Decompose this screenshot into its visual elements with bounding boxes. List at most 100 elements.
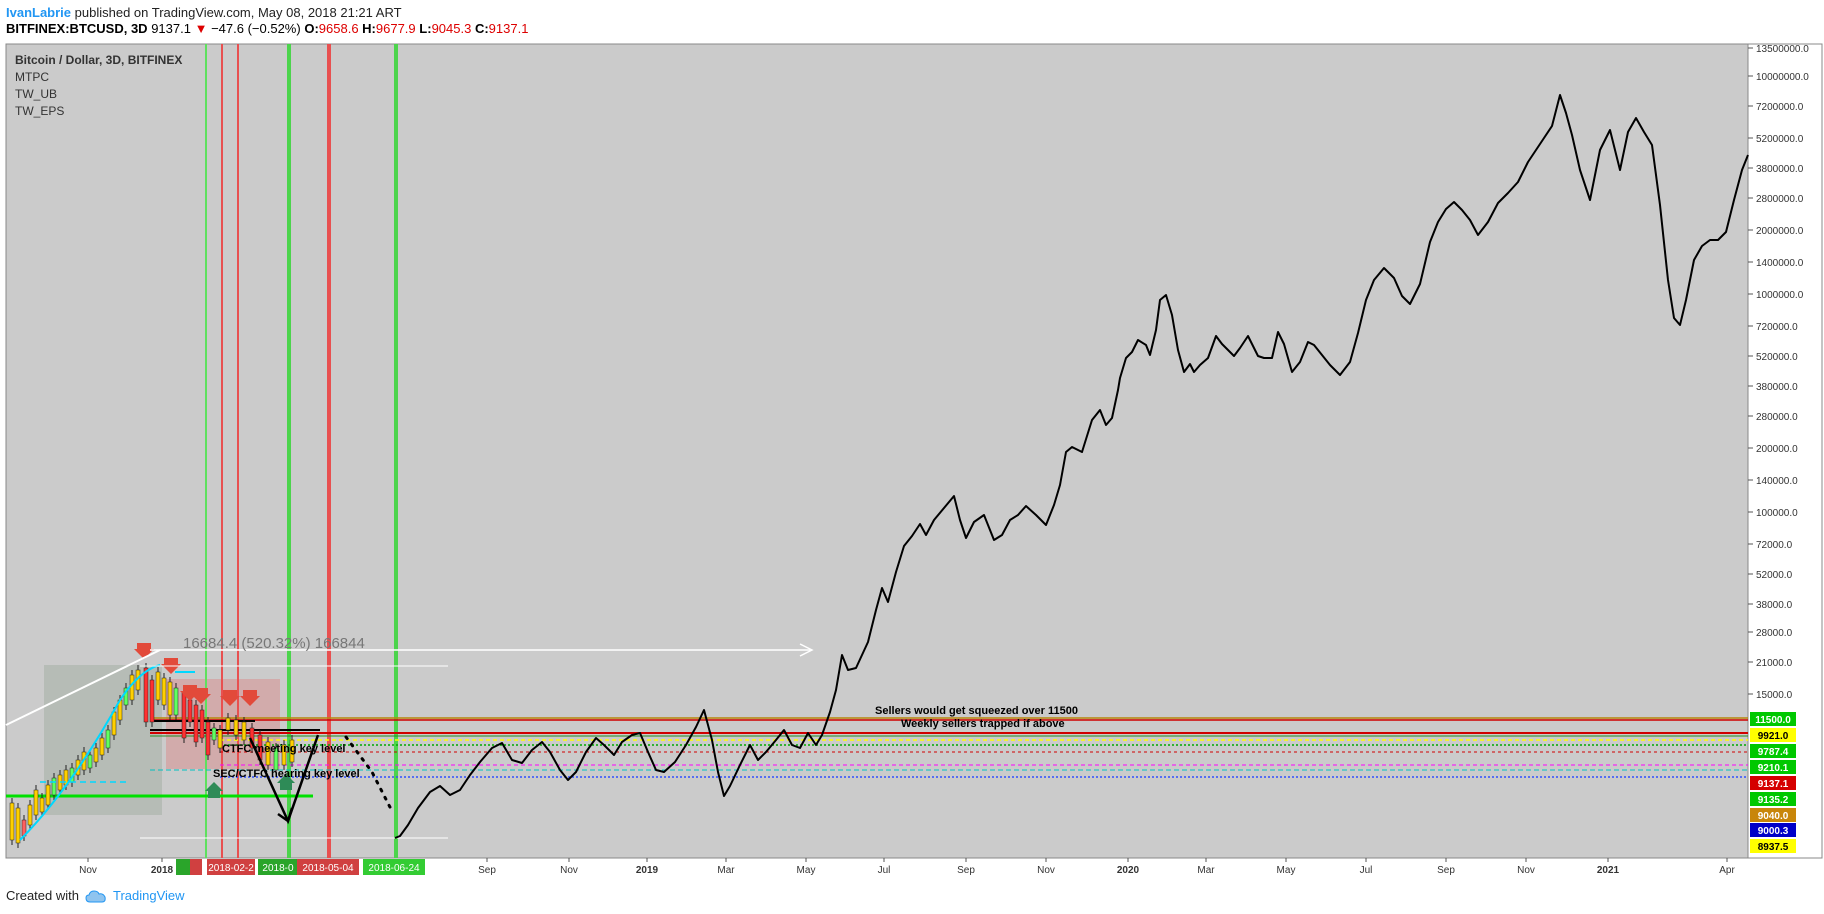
legend-indicator[interactable]: TW_EPS bbox=[15, 104, 64, 118]
y-tick-label: 5200000.0 bbox=[1756, 134, 1804, 145]
time-axis-ticks: Nov 2018 Sep Nov 2019 Mar May Jul Sep Nov 2020 Mar M… bbox=[79, 858, 1735, 876]
horizontal-levels bbox=[6, 717, 1748, 798]
y-tick-label: 38000.0 bbox=[1756, 600, 1793, 611]
y-tick-label: 140000.0 bbox=[1756, 476, 1798, 487]
price-tag-label: 9137.1 bbox=[1758, 779, 1789, 790]
x-tick-label: Sep bbox=[1437, 865, 1455, 876]
date-tags: 2018-02018-02-22018-02018-05-042018-06-2… bbox=[176, 859, 425, 875]
date-tag-block bbox=[190, 859, 202, 875]
measure-arrow-head bbox=[799, 643, 814, 657]
date-tag-label: 2018-0 bbox=[262, 863, 294, 874]
drop-arrow-head bbox=[277, 807, 294, 824]
price-change: −47.6 (−0.52%) bbox=[211, 21, 301, 36]
y-tick-label: 1000000.0 bbox=[1756, 290, 1804, 301]
price-tag bbox=[1750, 823, 1796, 837]
close-value: 9137.1 bbox=[488, 21, 529, 36]
price-tag-label: 9921.0 bbox=[1758, 731, 1789, 742]
y-tick-label: 1400000.0 bbox=[1756, 258, 1804, 269]
candle-body bbox=[143, 667, 149, 723]
candle-body bbox=[87, 754, 93, 769]
y-tick-label: 28000.0 bbox=[1756, 628, 1793, 639]
sell-signal-arrow bbox=[220, 690, 240, 706]
candle-body bbox=[181, 691, 187, 739]
chart-background bbox=[5, 43, 1749, 859]
x-tick-label: Nov bbox=[79, 865, 97, 876]
x-tick-label: Mar bbox=[1197, 865, 1215, 876]
date-tag bbox=[207, 859, 255, 875]
y-tick-label: 10000000.0 bbox=[1756, 72, 1809, 83]
y-tick-label: 15000.0 bbox=[1756, 690, 1793, 701]
candle-body bbox=[241, 721, 247, 741]
candle-body bbox=[33, 789, 39, 816]
y-tick-label: 72000.0 bbox=[1756, 540, 1793, 551]
last-price: 9137.1 bbox=[151, 21, 191, 36]
candle-body bbox=[129, 674, 135, 701]
candle-body bbox=[193, 704, 199, 743]
date-tag-label: 2018-05-04 bbox=[302, 863, 354, 874]
footer: Created with TradingView bbox=[6, 888, 185, 903]
x-tick-label: Nov bbox=[1517, 865, 1535, 876]
y-tick-label: 280000.0 bbox=[1756, 412, 1798, 423]
y-tick-label: 2800000.0 bbox=[1756, 194, 1804, 205]
price-tag bbox=[1750, 744, 1796, 758]
sellers-squeezed-label: Sellers would get squeezed over 11500 bbox=[875, 705, 1078, 717]
close-label: C: bbox=[474, 21, 489, 36]
author-link[interactable]: IvanLabrie bbox=[6, 5, 72, 20]
price-tag bbox=[1750, 776, 1796, 790]
vertical-cycle-lines bbox=[205, 44, 398, 858]
open-label: O: bbox=[304, 21, 319, 36]
price-tag bbox=[1750, 792, 1796, 806]
price-tag bbox=[1750, 728, 1796, 742]
date-tag-label: 2018-06-24 bbox=[368, 863, 420, 874]
y-tick-label: 52000.0 bbox=[1756, 570, 1793, 581]
candle-body bbox=[265, 741, 271, 766]
candle-body bbox=[173, 687, 179, 716]
date-tag bbox=[363, 859, 425, 875]
price-tag-label: 9787.4 bbox=[1758, 747, 1789, 758]
tradingview-link[interactable]: TradingView bbox=[112, 888, 185, 903]
y-tick-label: 13500000.0 bbox=[1756, 44, 1809, 55]
open-value: 9658.6 bbox=[318, 21, 359, 36]
price-tag-label: 9000.3 bbox=[1758, 826, 1789, 837]
date-tag bbox=[258, 859, 298, 875]
x-tick-label: 2020 bbox=[1117, 865, 1140, 876]
y-tick-label: 200000.0 bbox=[1756, 444, 1798, 455]
x-tick-label: Nov bbox=[1037, 865, 1055, 876]
buy-signal-arrow bbox=[277, 774, 295, 790]
cloud-icon bbox=[85, 889, 106, 902]
x-tick-label: May bbox=[797, 865, 816, 876]
candle-body bbox=[199, 709, 205, 739]
candle-body bbox=[123, 687, 129, 706]
candle-body bbox=[205, 721, 211, 756]
low-label: L: bbox=[419, 21, 432, 36]
price-tag-label: 9210.1 bbox=[1758, 763, 1789, 774]
candle-body bbox=[167, 681, 173, 716]
price-tag bbox=[1750, 839, 1796, 853]
published-text: published on TradingView.com, May 08, 20… bbox=[74, 5, 402, 20]
y-tick-label: 100000.0 bbox=[1756, 508, 1798, 519]
candle-body bbox=[155, 671, 161, 701]
candle-body bbox=[93, 747, 99, 763]
price-axis-ticks: 13500000.0 10000000.0 7200000.0 5200000.0 38… bbox=[1748, 44, 1809, 701]
date-tag bbox=[297, 859, 359, 875]
low-value: 9045.3 bbox=[431, 21, 472, 36]
high-label: H: bbox=[362, 21, 376, 36]
y-tick-label: 3800000.0 bbox=[1756, 164, 1804, 175]
candle-body bbox=[51, 777, 57, 796]
y-tick-label: 720000.0 bbox=[1756, 322, 1798, 333]
y-tick-label: 21000.0 bbox=[1756, 658, 1793, 669]
price-tag-label: 9135.2 bbox=[1758, 795, 1789, 806]
date-tag-label: 2018-02-2 bbox=[208, 863, 254, 874]
date-tag-block bbox=[176, 859, 190, 875]
legend-indicator[interactable]: MTPC bbox=[15, 70, 49, 84]
candle-body bbox=[9, 802, 15, 841]
x-tick-label: Apr bbox=[1719, 865, 1735, 876]
candle-body bbox=[161, 677, 167, 706]
x-tick-label: Jul bbox=[878, 865, 891, 876]
down-arrow-icon: ▼ bbox=[194, 21, 208, 36]
candle-body bbox=[289, 739, 295, 763]
legend-indicator[interactable]: TW_UB bbox=[15, 87, 57, 101]
projection-curve bbox=[394, 94, 1749, 839]
price-tag-label: 11500.0 bbox=[1755, 715, 1791, 726]
